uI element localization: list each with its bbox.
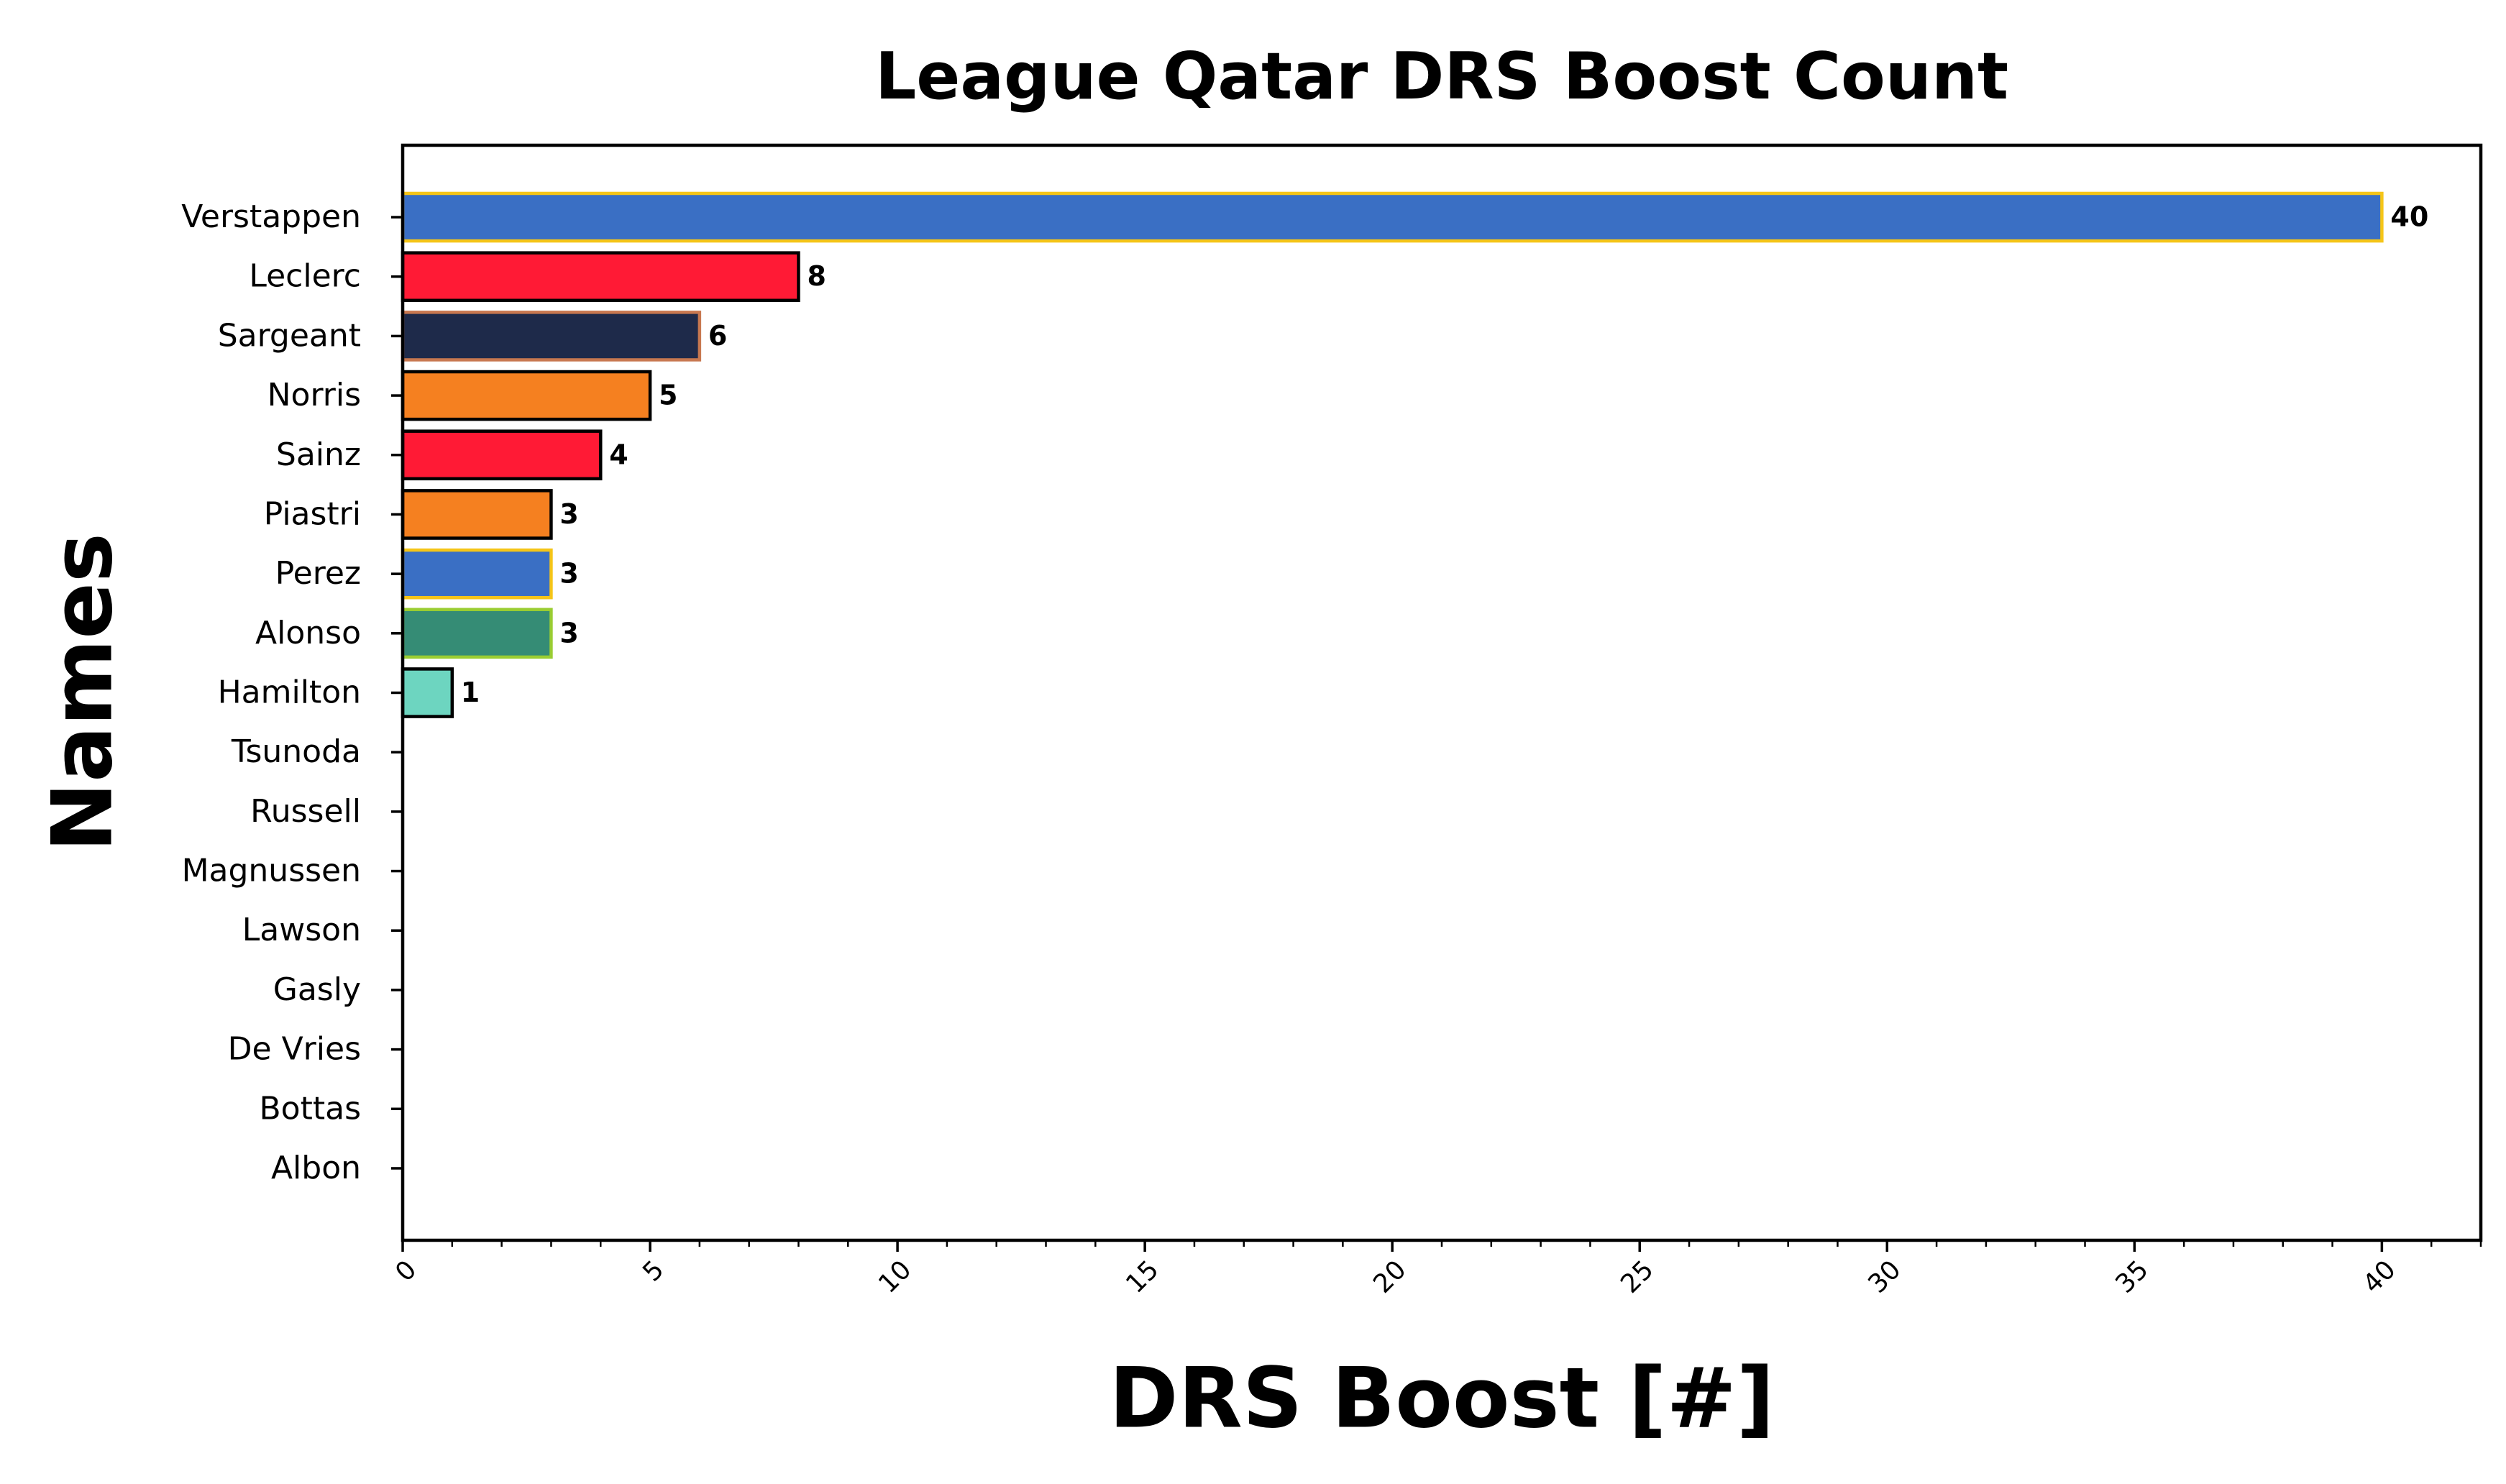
bar <box>401 548 553 600</box>
value-label: 8 <box>807 260 826 292</box>
y-tick-label: Gasly <box>273 971 361 1008</box>
x-axis-label: DRS Boost [#] <box>1109 1350 1774 1447</box>
y-tick-label: Tsunoda <box>231 733 361 770</box>
y-tick-label: Lawson <box>242 912 361 948</box>
bar <box>401 311 702 362</box>
y-tick-label: De Vries <box>228 1031 361 1068</box>
y-tick-label: Sainz <box>276 436 361 473</box>
y-tick-label: Alonso <box>255 615 361 651</box>
bar <box>401 429 603 481</box>
value-label: 3 <box>559 617 578 649</box>
y-tick-label: Piastri <box>264 495 361 532</box>
value-label: 3 <box>559 498 578 530</box>
y-tick-label: Leclerc <box>249 258 361 295</box>
y-tick-label: Hamilton <box>218 674 361 711</box>
bar <box>401 251 800 303</box>
bar <box>401 667 454 718</box>
y-axis-label: Names <box>35 533 132 852</box>
value-label: 6 <box>708 320 727 352</box>
bar <box>401 370 652 421</box>
bar <box>401 608 553 659</box>
value-label: 40 <box>2390 201 2428 233</box>
y-tick-label: Perez <box>275 555 361 592</box>
y-tick-label: Bottas <box>260 1090 362 1127</box>
y-tick-label: Norris <box>267 377 361 413</box>
value-label: 5 <box>659 380 677 411</box>
y-tick-label: Verstappen <box>181 198 361 235</box>
bar <box>401 191 2384 243</box>
value-label: 3 <box>559 558 578 590</box>
y-tick-label: Magnussen <box>182 853 361 889</box>
plot-frame <box>401 143 2483 1242</box>
value-label: 1 <box>461 677 480 708</box>
y-tick-label: Sargeant <box>218 317 361 354</box>
y-tick-label: Albon <box>271 1150 361 1186</box>
y-tick-label: Russell <box>250 793 361 830</box>
value-label: 4 <box>609 439 628 470</box>
chart-title: League Qatar DRS Boost Count <box>875 39 2008 114</box>
bar <box>401 489 553 540</box>
